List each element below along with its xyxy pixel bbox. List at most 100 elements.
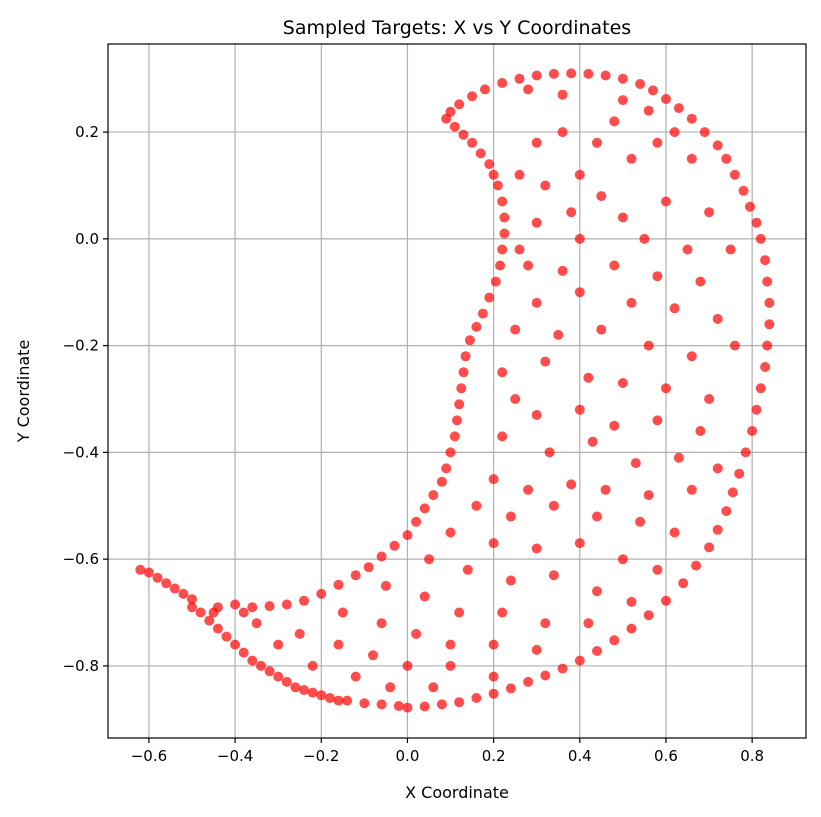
data-point [600,484,611,495]
data-point [669,303,680,314]
data-point [566,68,577,79]
data-point [230,599,241,610]
data-point [247,655,258,666]
data-point [609,116,620,127]
data-point [363,562,374,573]
data-point [626,623,637,634]
data-point [428,682,439,693]
x-tick-label: −0.2 [303,747,339,765]
data-point [316,588,327,599]
data-point [734,468,745,479]
data-point [376,699,387,710]
data-point [187,594,197,605]
data-point [574,538,585,549]
data-point [477,308,488,319]
data-point [471,321,482,332]
data-point [695,276,706,287]
data-point [704,394,715,404]
data-point [256,660,266,671]
data-point [492,180,503,191]
data-point [299,595,309,606]
data-point [626,297,637,308]
data-point [574,233,585,244]
data-point [678,578,689,589]
data-point [488,474,499,485]
data-point [497,244,508,255]
data-point [686,484,697,495]
data-point [635,516,646,527]
data-point [471,500,482,511]
data-point [760,362,771,372]
data-point [456,383,467,394]
x-tick-label: −0.4 [217,747,253,765]
data-point [566,479,577,490]
data-point [745,201,755,212]
data-point [152,572,163,583]
data-point [669,127,680,138]
data-point [712,524,723,535]
data-point [389,540,400,551]
data-point [436,476,447,487]
data-point [505,511,516,522]
data-point [204,615,215,626]
data-point [497,367,508,378]
data-point [738,185,749,196]
data-point [393,701,404,711]
x-tick-label: 0.2 [482,747,506,765]
data-point [445,447,456,458]
data-point [755,383,766,394]
data-point [230,639,241,650]
data-point [273,639,284,650]
data-point [458,367,469,378]
x-tick-label: 0.4 [568,747,592,765]
data-point [764,297,775,308]
data-point [251,618,262,629]
data-point [411,516,422,527]
data-point [531,137,542,148]
data-point [643,105,654,116]
data-point [380,580,391,591]
data-point [497,196,508,207]
data-point [428,490,439,501]
data-point [566,207,577,218]
data-point [557,89,568,100]
data-point [553,329,564,340]
data-point [531,543,542,554]
data-point [740,447,751,458]
data-point [652,564,663,575]
grid-lines [108,44,806,738]
data-point [221,631,232,642]
data-point [691,560,702,571]
data-point [402,660,413,671]
data-point [531,217,542,228]
data-point [540,356,551,367]
data-point [661,94,671,104]
data-point [669,527,680,538]
y-tick-label: −0.2 [63,337,99,355]
data-point [661,383,671,394]
data-point [499,212,510,223]
data-point [385,682,396,693]
data-point [574,404,585,415]
data-point [721,506,732,517]
data-point [751,217,762,228]
data-point [609,635,620,646]
data-point [727,487,738,498]
data-point [480,84,490,95]
data-point [169,583,180,594]
chart-title: Sampled Targets: X vs Y Coordinates [283,17,631,39]
data-point [592,511,602,522]
data-point [497,431,508,442]
data-point [495,260,506,271]
plot-frame [107,43,807,739]
data-point [497,607,508,618]
data-point [544,447,555,458]
data-point [514,73,525,84]
data-point [307,687,318,698]
data-point [661,595,671,606]
data-point [630,458,641,469]
data-point [592,586,602,597]
data-point [510,394,521,404]
data-point [652,271,663,282]
